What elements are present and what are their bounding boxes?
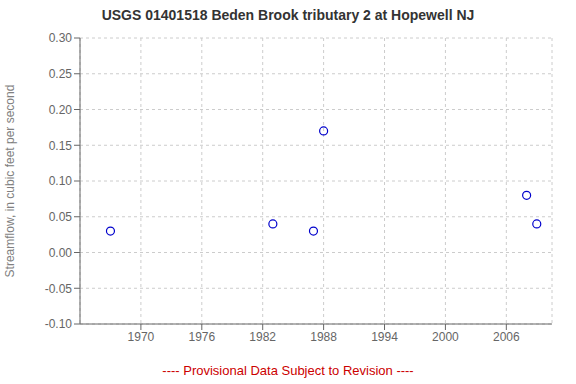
svg-text:0.15: 0.15	[49, 139, 73, 153]
svg-text:0.25: 0.25	[49, 67, 73, 81]
svg-text:1982: 1982	[249, 330, 276, 344]
svg-text:0.05: 0.05	[49, 210, 73, 224]
svg-text:Streamflow, in cubic feet per: Streamflow, in cubic feet per second	[8, 85, 17, 278]
svg-text:1970: 1970	[128, 330, 155, 344]
svg-text:1976: 1976	[188, 330, 215, 344]
svg-text:1994: 1994	[371, 330, 398, 344]
svg-text:1988: 1988	[310, 330, 337, 344]
svg-text:-0.05: -0.05	[45, 282, 73, 296]
html-text:---- Provisional Data Subject: ---- Provisional Data Subject to Revisio…	[162, 363, 414, 378]
html-text:USGS 01401518 Beden Brook trib: USGS 01401518 Beden Brook tributary 2 at…	[101, 7, 475, 23]
svg-text:0.10: 0.10	[49, 174, 73, 188]
svg-text:0.00: 0.00	[49, 246, 73, 260]
svg-text:2000: 2000	[432, 330, 459, 344]
svg-text:0.20: 0.20	[49, 103, 73, 117]
svg-text:-0.10: -0.10	[45, 317, 73, 331]
svg-text:0.30: 0.30	[49, 31, 73, 45]
svg-text:2006: 2006	[493, 330, 520, 344]
